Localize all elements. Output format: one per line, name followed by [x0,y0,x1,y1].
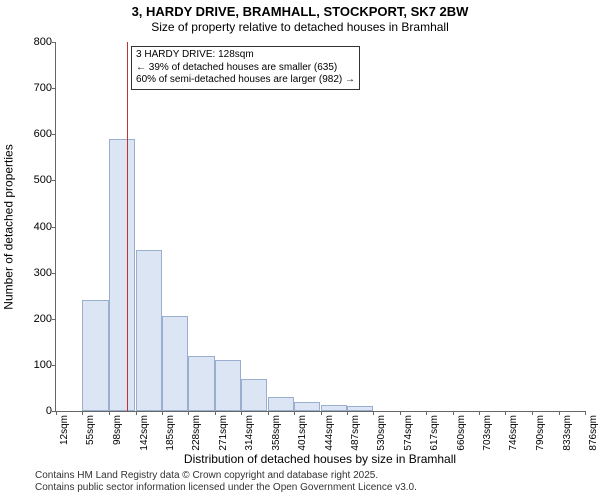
y-tick-mark [52,88,56,89]
histogram-bar [241,379,267,411]
x-tick-label: 444sqm [324,415,335,451]
y-tick-label: 400 [22,221,56,233]
x-tick-mark [532,411,533,415]
histogram-bar [347,406,373,411]
x-tick-label: 790sqm [535,415,546,451]
x-tick-mark [82,411,83,415]
x-tick-mark [109,411,110,415]
x-tick-label: 617sqm [429,415,440,451]
x-axis-label: Distribution of detached houses by size … [55,452,585,466]
x-tick-label: 574sqm [403,415,414,451]
y-tick-mark [52,319,56,320]
x-tick-mark [559,411,560,415]
x-tick-mark [241,411,242,415]
footnote-line-2: Contains public sector information licen… [35,482,417,494]
x-tick-label: 530sqm [376,415,387,451]
x-tick-mark [136,411,137,415]
x-tick-mark [321,411,322,415]
x-tick-label: 358sqm [271,415,282,451]
histogram-bar [188,356,214,411]
y-tick-mark [52,365,56,366]
x-tick-label: 660sqm [456,415,467,451]
chart-title-sub: Size of property relative to detached ho… [0,20,600,34]
info-box-line: 60% of semi-detached houses are larger (… [136,74,355,87]
x-tick-mark [453,411,454,415]
histogram-bar [268,397,294,411]
x-tick-mark [426,411,427,415]
footnote-line-1: Contains HM Land Registry data © Crown c… [35,470,417,482]
info-box-line: 3 HARDY DRIVE: 128sqm [136,49,355,62]
x-tick-mark [373,411,374,415]
property-marker-line [127,42,128,411]
histogram-bar [82,300,108,411]
x-tick-mark [215,411,216,415]
x-tick-label: 271sqm [218,415,229,451]
x-tick-mark [294,411,295,415]
y-axis-label: Number of detached properties [2,42,16,412]
histogram-bar [215,360,241,411]
x-tick-mark [585,411,586,415]
info-box-line: ← 39% of detached houses are smaller (63… [136,62,355,75]
y-tick-label: 0 [22,405,56,417]
x-tick-mark [479,411,480,415]
x-tick-label: 142sqm [139,415,150,451]
y-tick-label: 100 [22,359,56,371]
x-tick-mark [162,411,163,415]
x-tick-mark [268,411,269,415]
y-tick-label: 200 [22,313,56,325]
x-tick-mark [56,411,57,415]
chart-title-main: 3, HARDY DRIVE, BRAMHALL, STOCKPORT, SK7… [0,4,600,19]
x-tick-label: 185sqm [165,415,176,451]
x-tick-label: 314sqm [244,415,255,451]
histogram-bar [136,250,162,411]
x-tick-mark [400,411,401,415]
y-tick-label: 600 [22,128,56,140]
x-tick-mark [505,411,506,415]
x-tick-label: 12sqm [59,415,70,445]
x-tick-label: 487sqm [350,415,361,451]
histogram-bar [109,139,135,411]
marker-info-box: 3 HARDY DRIVE: 128sqm← 39% of detached h… [131,46,360,90]
x-tick-mark [188,411,189,415]
x-tick-label: 703sqm [482,415,493,451]
histogram-bar [294,402,320,411]
x-tick-label: 228sqm [191,415,202,451]
chart-container: 3, HARDY DRIVE, BRAMHALL, STOCKPORT, SK7… [0,0,600,500]
y-tick-mark [52,134,56,135]
x-tick-label: 98sqm [112,415,123,445]
y-tick-label: 500 [22,174,56,186]
y-tick-label: 800 [22,36,56,48]
chart-footnote: Contains HM Land Registry data © Crown c… [35,470,417,493]
y-tick-mark [52,273,56,274]
y-tick-label: 700 [22,82,56,94]
x-tick-label: 876sqm [588,415,599,451]
y-tick-mark [52,227,56,228]
histogram-bar [162,316,188,411]
histogram-bar [321,405,347,411]
x-tick-label: 55sqm [85,415,96,445]
plot-area: 010020030040050060070080012sqm55sqm98sqm… [55,42,585,412]
x-tick-label: 746sqm [508,415,519,451]
y-tick-mark [52,180,56,181]
x-tick-label: 833sqm [562,415,573,451]
x-tick-mark [347,411,348,415]
y-tick-label: 300 [22,267,56,279]
y-tick-mark [52,42,56,43]
x-tick-label: 401sqm [297,415,308,451]
